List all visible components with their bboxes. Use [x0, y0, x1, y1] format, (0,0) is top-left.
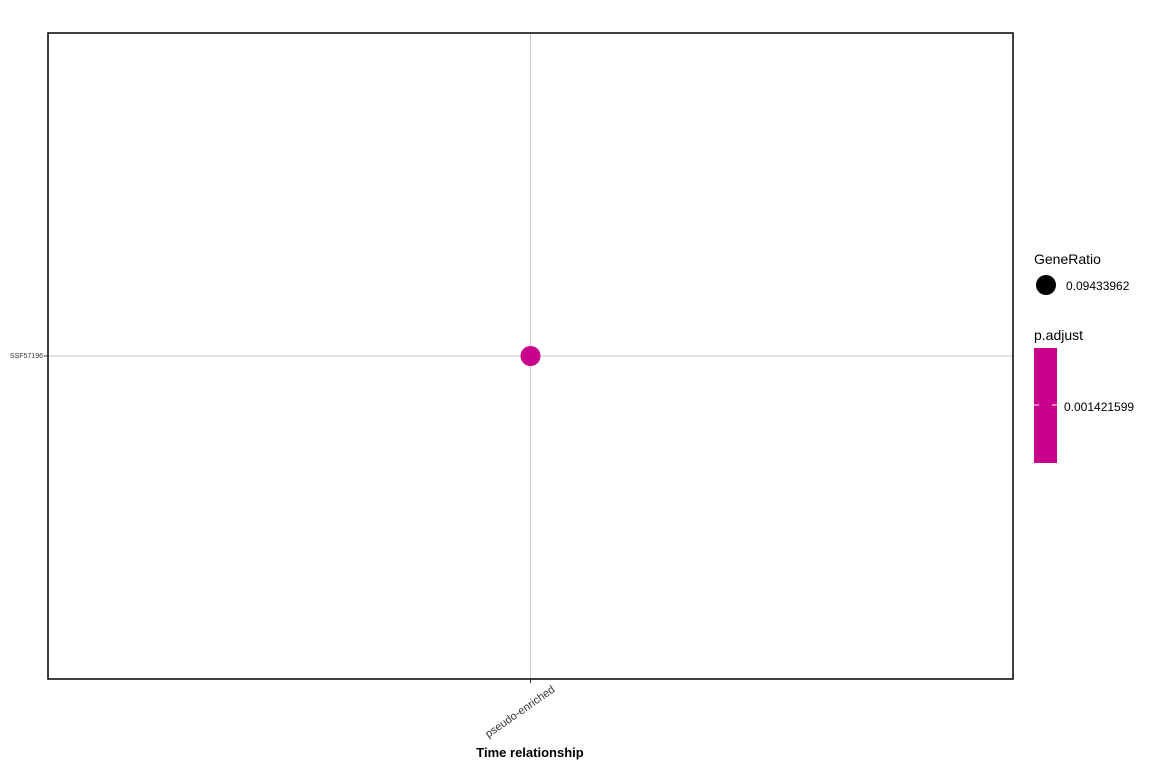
legend-size-label: 0.09433962 — [1066, 279, 1130, 293]
legend-color-label: 0.001421599 — [1064, 400, 1134, 414]
data-point — [520, 346, 541, 366]
legend-size-title: GeneRatio — [1034, 251, 1101, 267]
legend-colorbar — [1034, 348, 1057, 463]
legend-size-key — [1036, 275, 1056, 295]
y-tick-label: SSF57196 — [10, 353, 43, 360]
x-axis-title: Time relationship — [476, 745, 583, 760]
x-tick-label: pseudo-enriched — [483, 684, 557, 741]
legend-color-title: p.adjust — [1034, 327, 1083, 343]
